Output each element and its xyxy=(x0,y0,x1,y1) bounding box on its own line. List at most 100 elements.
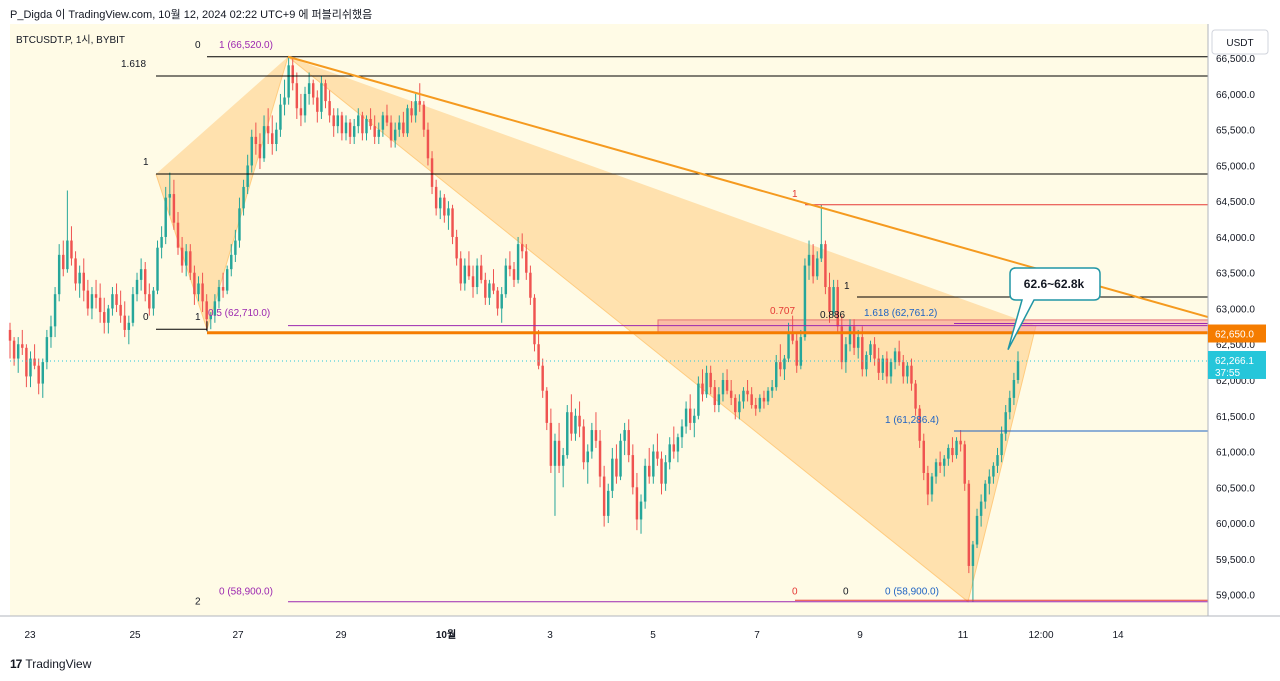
fib-label-58900: 0 (58,900.0) xyxy=(219,587,273,598)
candle-body xyxy=(570,412,573,434)
candle-body xyxy=(795,340,798,366)
candle-body xyxy=(172,194,176,223)
candle-body xyxy=(328,101,331,116)
candle-body xyxy=(783,358,786,370)
candle-body xyxy=(975,515,979,545)
candle-body xyxy=(406,108,409,134)
y-tick-label: 59,000.0 xyxy=(1216,591,1255,602)
candle-body xyxy=(988,476,991,484)
price-chart[interactable]: 0 1 (66,520.0) 1.618 1 0 1 0.5 (62,710.0) 2 0 (5… xyxy=(0,24,1280,650)
candle-body xyxy=(344,122,348,134)
candle-body xyxy=(389,122,393,141)
tradingview-logo[interactable]: 17 TradingView xyxy=(10,657,91,671)
fib-label-0-left: 0 xyxy=(143,312,149,323)
currency-button[interactable] xyxy=(1211,29,1269,55)
candle-body xyxy=(135,279,139,295)
candle-body xyxy=(332,115,335,127)
candle-body xyxy=(98,297,102,313)
candle-body xyxy=(479,265,483,280)
candle-body xyxy=(951,447,954,456)
candle-body xyxy=(799,337,803,366)
candle-body xyxy=(729,390,733,398)
countdown-text: 37:55 xyxy=(1215,368,1240,379)
candle-body xyxy=(705,372,708,395)
candle-body xyxy=(266,126,270,134)
candle-body xyxy=(352,126,356,137)
candle-body xyxy=(902,362,905,377)
candle-body xyxy=(115,294,118,305)
candle-body xyxy=(738,401,741,413)
candle-body xyxy=(385,115,389,123)
candle-body xyxy=(672,444,676,452)
fib-label-61286: 1 (61,286.4) xyxy=(885,415,939,426)
candle-body xyxy=(754,405,757,409)
candle-body xyxy=(66,240,69,270)
candle-body xyxy=(287,65,290,98)
candle-body xyxy=(717,394,721,406)
tradingview-logo-icon: 17 xyxy=(10,657,22,671)
candle-body xyxy=(844,344,848,363)
candle-body xyxy=(213,301,217,316)
candle-body xyxy=(283,97,286,105)
y-tick-label: 63,500.0 xyxy=(1216,269,1255,280)
fib-label-2: 2 xyxy=(195,597,201,608)
x-tick-label: 23 xyxy=(24,630,36,641)
candle-body xyxy=(1008,397,1012,413)
candle-body xyxy=(365,118,368,134)
candle-body xyxy=(943,458,946,466)
candle-body xyxy=(967,483,971,566)
candle-body xyxy=(430,158,434,187)
candle-body xyxy=(615,458,618,477)
candle-body xyxy=(512,269,516,280)
candle-body xyxy=(725,380,729,391)
candle-body xyxy=(62,254,65,270)
candle-body xyxy=(418,101,421,105)
candle-body xyxy=(160,236,163,248)
candle-body xyxy=(983,483,987,502)
candle-body xyxy=(766,390,770,402)
candle-body xyxy=(94,294,98,298)
candle-body xyxy=(906,365,909,377)
candle-body xyxy=(635,487,639,520)
candle-body xyxy=(713,387,717,406)
symbol-label: BTCUSDT.P, 1시, BYBIT xyxy=(16,34,125,46)
candle-body xyxy=(979,501,983,516)
fib-label-62761: 1.618 (62,761.2) xyxy=(864,308,937,319)
candle-body xyxy=(676,437,680,452)
candle-body xyxy=(889,362,893,377)
candle-body xyxy=(508,265,512,270)
candle-body xyxy=(12,340,16,359)
candle-body xyxy=(566,412,569,456)
candle-body xyxy=(865,354,868,370)
y-tick-label: 64,500.0 xyxy=(1216,197,1255,208)
candle-body xyxy=(750,394,753,406)
candle-body xyxy=(721,380,725,395)
candle-body xyxy=(660,458,663,484)
candle-body xyxy=(246,165,249,187)
candle-body xyxy=(234,240,237,255)
candle-body xyxy=(8,329,12,341)
candle-body xyxy=(303,93,307,116)
candle-body xyxy=(361,115,364,134)
candle-body xyxy=(410,108,413,116)
candle-body xyxy=(496,290,499,309)
candle-body xyxy=(1012,380,1016,398)
fib-label-red-0: 0 xyxy=(792,587,798,598)
reversal-zone xyxy=(657,319,1209,334)
candle-body xyxy=(369,118,372,127)
candle-body xyxy=(627,430,630,456)
candle-body xyxy=(168,194,172,198)
candle-body xyxy=(49,326,53,338)
candle-body xyxy=(893,351,897,363)
candle-body xyxy=(152,290,155,309)
candle-body xyxy=(193,272,196,295)
footer: 17 TradingView xyxy=(0,650,1280,681)
candle-body xyxy=(762,397,766,402)
candle-body xyxy=(934,462,938,477)
candle-body xyxy=(959,440,962,445)
candle-body xyxy=(422,104,426,130)
candle-body xyxy=(143,269,147,295)
candle-body xyxy=(139,269,143,280)
fib-label-right-1: 1 xyxy=(844,281,850,292)
candle-body xyxy=(500,294,503,309)
